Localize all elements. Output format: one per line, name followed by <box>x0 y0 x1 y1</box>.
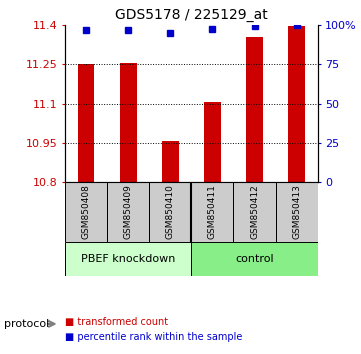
Text: GSM850408: GSM850408 <box>82 185 91 240</box>
Text: ■ percentile rank within the sample: ■ percentile rank within the sample <box>65 332 242 342</box>
Bar <box>78 64 95 182</box>
Text: GSM850412: GSM850412 <box>250 185 259 239</box>
Text: GSM850410: GSM850410 <box>166 185 175 240</box>
Text: protocol: protocol <box>4 319 49 329</box>
FancyBboxPatch shape <box>234 182 275 242</box>
Text: GSM850413: GSM850413 <box>292 185 301 240</box>
Text: GSM850411: GSM850411 <box>208 185 217 240</box>
Bar <box>204 102 221 182</box>
FancyBboxPatch shape <box>191 182 234 242</box>
FancyBboxPatch shape <box>149 182 191 242</box>
Bar <box>120 63 136 182</box>
FancyBboxPatch shape <box>191 242 318 276</box>
Text: ■ transformed count: ■ transformed count <box>65 318 168 327</box>
Bar <box>288 26 305 182</box>
Bar <box>162 141 179 182</box>
Title: GDS5178 / 225129_at: GDS5178 / 225129_at <box>115 8 268 22</box>
FancyBboxPatch shape <box>107 182 149 242</box>
Text: control: control <box>235 254 274 264</box>
Bar <box>246 36 263 182</box>
FancyBboxPatch shape <box>65 242 191 276</box>
FancyBboxPatch shape <box>65 182 107 242</box>
FancyBboxPatch shape <box>275 182 318 242</box>
Text: PBEF knockdown: PBEF knockdown <box>81 254 175 264</box>
Text: GSM850409: GSM850409 <box>124 185 132 240</box>
